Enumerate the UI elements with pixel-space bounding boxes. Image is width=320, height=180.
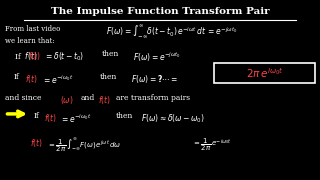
Text: and since: and since (4, 94, 41, 102)
Text: $f(t)$: $f(t)$ (28, 50, 41, 62)
Text: then: then (100, 73, 117, 81)
Text: are transform pairs: are transform pairs (116, 94, 190, 102)
Text: $= e^{-i\omega_0 t}$: $= e^{-i\omega_0 t}$ (60, 112, 92, 125)
Text: $f(t)$: $f(t)$ (44, 112, 57, 124)
Text: From last video
we learn that:: From last video we learn that: (4, 25, 60, 45)
Text: The Impulse Function Transform Pair: The Impulse Function Transform Pair (51, 7, 269, 16)
Text: If: If (14, 73, 20, 81)
Text: $= \dfrac{1}{2\pi}\, e^{-i\omega_0 t}$: $= \dfrac{1}{2\pi}\, e^{-i\omega_0 t}$ (192, 137, 232, 153)
Text: then: then (101, 50, 119, 58)
Text: $2\pi\, e^{i\omega_0 t}$: $2\pi\, e^{i\omega_0 t}$ (246, 66, 284, 80)
Text: If  $f(t)$: If $f(t)$ (14, 50, 38, 62)
Text: $= e^{-i\omega_0 t}$: $= e^{-i\omega_0 t}$ (42, 73, 74, 85)
Text: $f(t)$: $f(t)$ (30, 137, 43, 149)
Text: $= \dfrac{1}{2\pi}\, \int_{-\infty}^{\infty} F(\omega)\, e^{j\omega t}\, d\omega: $= \dfrac{1}{2\pi}\, \int_{-\infty}^{\in… (47, 137, 122, 154)
Text: $F(\omega) = e^{-j\omega t_0}$: $F(\omega) = e^{-j\omega t_0}$ (133, 50, 181, 64)
Text: $f(t)$: $f(t)$ (98, 94, 111, 106)
Text: $f(t)$: $f(t)$ (25, 73, 38, 85)
Text: $(\omega)$: $(\omega)$ (60, 94, 74, 106)
Text: $F(\omega) = \int_{-\infty}^{\infty} \delta(t - t_0)\, e^{-i\omega t}\, dt\; = e: $F(\omega) = \int_{-\infty}^{\infty} \de… (106, 24, 237, 40)
Text: $F(\omega) \approx \delta(\omega - \omega_0)$: $F(\omega) \approx \delta(\omega - \omeg… (141, 112, 205, 125)
Text: $= \delta(t - t_0)$: $= \delta(t - t_0)$ (44, 50, 84, 63)
Text: If: If (33, 112, 39, 120)
Text: then: then (116, 112, 133, 120)
Text: $F(\omega) = \mathbf{?} \cdots =$: $F(\omega) = \mathbf{?} \cdots =$ (132, 73, 179, 85)
FancyBboxPatch shape (214, 63, 316, 83)
Text: and: and (81, 94, 95, 102)
